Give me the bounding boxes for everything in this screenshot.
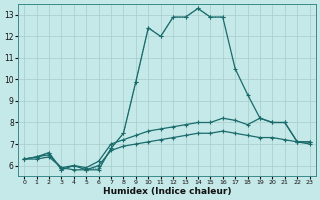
X-axis label: Humidex (Indice chaleur): Humidex (Indice chaleur) [103, 187, 231, 196]
